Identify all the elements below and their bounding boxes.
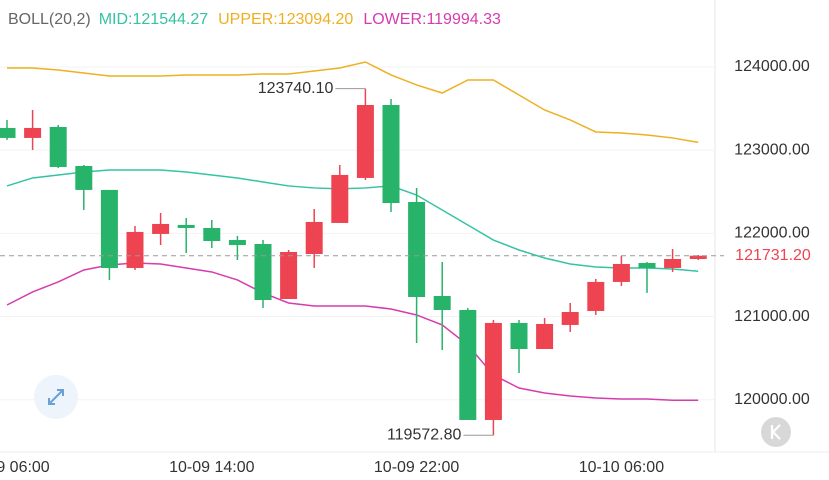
expand-button[interactable] — [34, 375, 78, 419]
high-label: 123740.10 — [258, 80, 334, 97]
last-price-box — [724, 243, 829, 268]
candle-body — [510, 322, 528, 350]
last-price-label: 121731.20 — [735, 247, 811, 264]
legend-entry: MID:121544.27 — [99, 11, 209, 28]
candle-body — [638, 262, 656, 268]
boll-line — [6, 169, 699, 273]
candle-body — [49, 126, 67, 167]
y-tick-label: 124000.00 — [734, 58, 810, 75]
candle-body — [536, 323, 554, 350]
candle-body — [408, 201, 426, 298]
candle-body — [356, 104, 374, 178]
low-label: 119572.80 — [387, 427, 462, 444]
y-tick-label: 121000.00 — [734, 308, 810, 325]
candle-body — [382, 104, 400, 203]
candle-body — [433, 296, 451, 310]
k-button[interactable] — [761, 417, 791, 447]
candle-body — [152, 223, 170, 234]
candle-body — [587, 281, 605, 311]
candle-body — [254, 244, 272, 301]
candle-body — [228, 240, 246, 246]
candle-body — [177, 224, 195, 228]
candle-body — [280, 251, 298, 300]
candle-body — [331, 174, 349, 223]
candle-body — [100, 189, 118, 268]
candle-body — [126, 231, 144, 268]
y-tick-label: 123000.00 — [734, 141, 810, 158]
y-tick-label: 120000.00 — [734, 391, 810, 408]
boll-line — [6, 262, 699, 401]
candle-body — [561, 311, 579, 325]
legend-entry: LOWER:119994.33 — [363, 11, 501, 28]
y-tick-label: 122000.00 — [734, 225, 810, 242]
legend-entry: UPPER:123094.20 — [218, 11, 353, 28]
candle-body — [612, 263, 630, 282]
candle-body — [24, 127, 42, 138]
x-tick-label: 10-09 22:00 — [374, 459, 460, 476]
indicator-name: BOLL(20,2) — [8, 11, 91, 28]
x-tick-label: 10-09 06:00 — [0, 459, 50, 476]
candle-body — [689, 255, 707, 259]
x-tick-label: 10-09 14:00 — [169, 459, 255, 476]
candle-body — [203, 227, 221, 242]
candle-body — [484, 322, 502, 420]
boll-line — [7, 61, 699, 144]
candle-body — [459, 309, 477, 420]
candle-body — [305, 221, 323, 254]
candle-body — [75, 165, 93, 190]
candle-body — [0, 127, 16, 138]
candle-body — [664, 258, 682, 268]
x-tick-label: 10-10 06:00 — [579, 459, 665, 476]
